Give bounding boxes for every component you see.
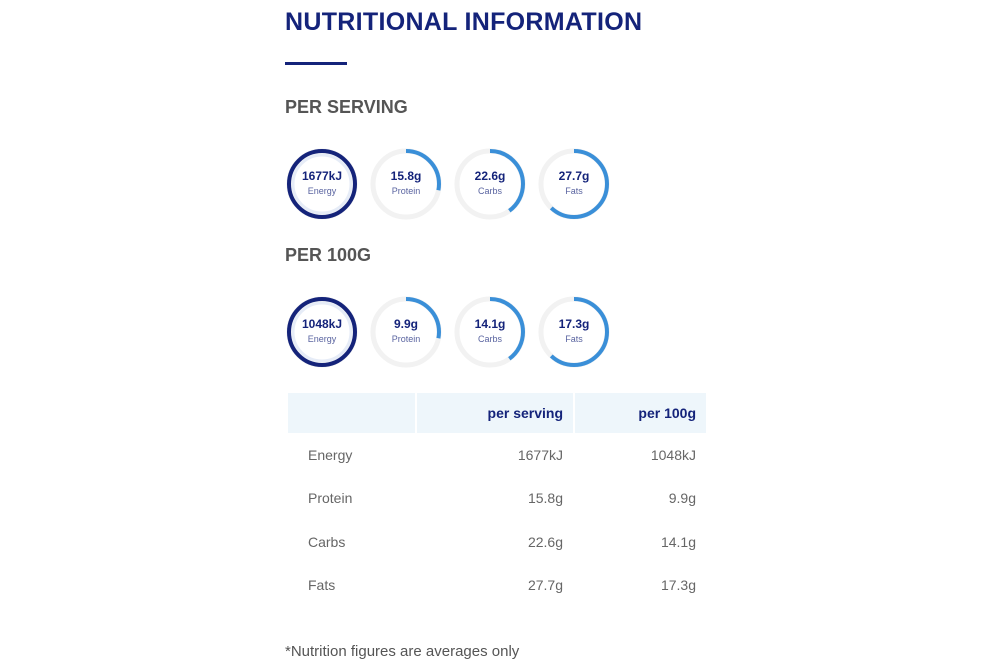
ring-energy: 1677kJ Energy [285, 147, 359, 221]
ring-gauge [454, 148, 526, 220]
per-serving-rings: 1677kJ Energy 15.8g Protein 22.6g Carbs … [285, 147, 611, 221]
ring-label: Carbs [477, 334, 502, 344]
ring-protein: 15.8g Protein [369, 147, 443, 221]
page-title: NUTRITIONAL INFORMATION [285, 8, 643, 36]
ring-carbs: 22.6g Carbs [453, 147, 527, 221]
nutrient-name: Fats [308, 577, 336, 594]
ring-protein: 9.9g Protein [369, 295, 443, 369]
ring-label: Energy [307, 186, 337, 196]
header-blank [288, 393, 415, 433]
ring-gauge [454, 296, 526, 368]
per-serving-heading: PER SERVING [285, 97, 408, 117]
ring-energy: 1048kJ Energy [285, 295, 359, 369]
per-serving-value: 1677kJ [517, 446, 563, 463]
ring-value: 22.6g [474, 169, 506, 183]
per-100g-value: 17.3g [660, 577, 696, 594]
per-100g-rings: 1048kJ Energy 9.9g Protein 14.1g Carbs 1… [285, 295, 611, 369]
header-per-serving: per serving [417, 393, 573, 433]
table-row: Carbs 22.6g 14.1g [288, 520, 706, 564]
table-row: Energy 1677kJ 1048kJ [288, 433, 706, 477]
table-row: Protein 15.8g 9.9g [288, 477, 706, 521]
ring-gauge [286, 296, 358, 368]
ring-value: 1677kJ [301, 169, 343, 183]
per-100g-heading: PER 100G [285, 245, 372, 265]
per-100g-value: 14.1g [660, 533, 696, 550]
ring-label: Fats [565, 186, 583, 196]
ring-gauge [370, 148, 442, 220]
ring-label: Protein [391, 186, 421, 196]
ring-value: 17.3g [558, 317, 590, 331]
ring-label: Fats [565, 334, 583, 344]
ring-label: Protein [391, 334, 421, 344]
averages-note: *Nutrition figures are averages only [285, 643, 520, 660]
ring-value: 9.9g [393, 317, 418, 331]
ring-carbs: 14.1g Carbs [453, 295, 527, 369]
ring-gauge [370, 296, 442, 368]
ring-label: Energy [307, 334, 337, 344]
per-100g-value: 1048kJ [650, 446, 696, 463]
table-row: Fats 27.7g 17.3g [288, 564, 706, 608]
nutrient-name: Protein [308, 490, 353, 507]
ring-value: 15.8g [390, 169, 422, 183]
per-100g-value: 9.9g [668, 490, 696, 507]
per-serving-value: 15.8g [527, 490, 563, 507]
ring-value: 1048kJ [301, 317, 343, 331]
title-underline [285, 62, 347, 65]
ring-value: 14.1g [474, 317, 506, 331]
ring-fats: 17.3g Fats [537, 295, 611, 369]
per-serving-value: 22.6g [527, 533, 563, 550]
header-per-100g: per 100g [575, 393, 706, 433]
nutrient-name: Energy [308, 446, 353, 463]
ring-label: Carbs [477, 186, 502, 196]
nutrient-name: Carbs [308, 533, 346, 550]
nutrition-table: per serving per 100g Energy 1677kJ 1048kJ … [286, 393, 708, 607]
per-serving-value: 27.7g [527, 577, 563, 594]
ring-gauge [538, 148, 610, 220]
ring-fats: 27.7g Fats [537, 147, 611, 221]
ring-value: 27.7g [558, 169, 590, 183]
ring-gauge [286, 148, 358, 220]
ring-gauge [538, 296, 610, 368]
